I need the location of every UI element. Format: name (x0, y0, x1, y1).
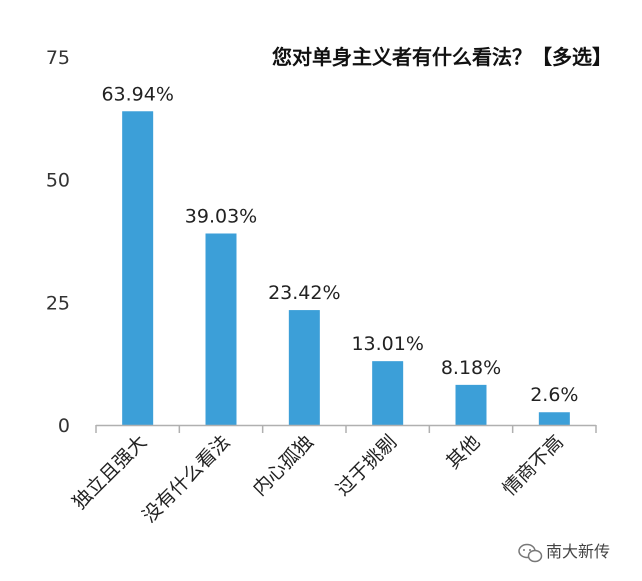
y-tick-label: 50 (46, 170, 70, 192)
x-tick-label: 其他 (442, 431, 484, 473)
wechat-icon (518, 543, 543, 563)
bar (372, 361, 404, 425)
data-label: 63.94% (101, 83, 173, 105)
x-tick-label: 情商不高 (499, 431, 568, 500)
watermark: 南大新传 (518, 542, 610, 563)
y-axis: 0 25 50 75 (46, 47, 70, 437)
bar (122, 111, 154, 425)
chart-title: 您对单身主义者有什么看法？【多选】 (272, 45, 612, 69)
watermark-text: 南大新传 (546, 542, 610, 561)
bar (288, 310, 320, 425)
y-tick-label: 0 (58, 415, 70, 437)
x-tick-label: 内心孤独 (249, 431, 318, 500)
data-label: 13.01% (351, 333, 423, 355)
x-tick-label: 没有什么看法 (138, 431, 234, 527)
bar (538, 412, 570, 425)
x-tick-label: 独立且强大 (68, 431, 151, 514)
bar (205, 233, 237, 425)
bars (122, 111, 570, 425)
data-label: 23.42% (268, 282, 340, 304)
x-tick-label: 过于挑剔 (332, 431, 401, 500)
data-label: 39.03% (185, 205, 257, 227)
bar (455, 384, 487, 425)
y-tick-label: 25 (46, 292, 70, 314)
data-label: 8.18% (441, 357, 501, 379)
data-labels: 63.94% 39.03% 23.42% 13.01% 8.18% 2.6% (101, 83, 578, 406)
y-tick-label: 75 (46, 47, 70, 69)
data-label: 2.6% (530, 384, 578, 406)
